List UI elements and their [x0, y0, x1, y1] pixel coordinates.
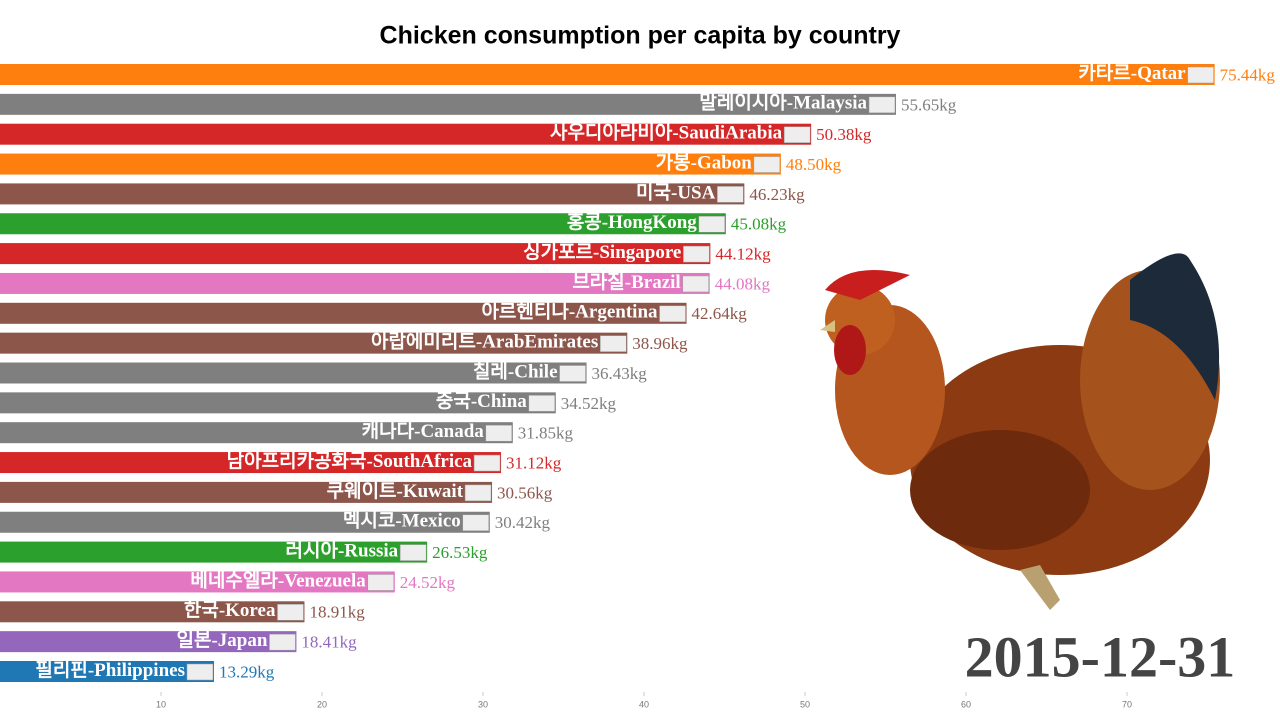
value-label: 50.38kg: [816, 125, 872, 144]
bar: [0, 481, 493, 503]
flag: [528, 395, 556, 412]
flag: [600, 335, 627, 352]
value-label: 45.08kg: [731, 215, 787, 234]
bar-label: 러시아-Russia: [286, 539, 399, 561]
bar-label: 필리핀-Philippines: [35, 659, 185, 681]
bar-label: 아르헨티나-Argentina: [481, 301, 658, 323]
flag: [682, 275, 709, 293]
flag: [186, 663, 214, 681]
flag: [269, 633, 296, 651]
bar-label: 캐나다-Canada: [362, 420, 485, 442]
x-tick-label: 50: [800, 699, 810, 709]
bar-label: 칠레-Chile: [473, 360, 558, 382]
bar: [0, 541, 428, 563]
bar: [0, 392, 556, 414]
value-label: 46.23kg: [749, 185, 805, 204]
bar: [0, 422, 513, 444]
value-label: 31.12kg: [506, 453, 562, 472]
value-label: 36.43kg: [592, 364, 648, 383]
flag: [1187, 66, 1214, 84]
flag: [717, 186, 744, 203]
bar: [0, 213, 726, 235]
bar-label: 쿠웨이트-Kuwait: [327, 480, 464, 502]
flag: [868, 96, 896, 114]
value-label: 26.53kg: [432, 543, 488, 562]
x-tick-label: 70: [1122, 699, 1132, 709]
bar: [0, 243, 711, 265]
bar-label: 일본-Japan: [176, 629, 267, 651]
bar-label: 한국-Korea: [184, 599, 276, 621]
bar: [0, 452, 502, 474]
flag: [683, 245, 710, 263]
flag: [698, 216, 726, 233]
value-label: 24.52kg: [400, 573, 456, 592]
flag: [753, 156, 781, 173]
x-tick-label: 30: [478, 699, 488, 709]
flag: [462, 514, 490, 531]
bar-label: 말레이시아-Malaysia: [699, 92, 867, 114]
bar: [0, 571, 395, 593]
flag: [277, 604, 304, 621]
bar-label: 중국-China: [436, 391, 527, 412]
flag: [367, 574, 395, 591]
bar: [0, 332, 628, 354]
bar-label: 아랍에미리트-ArabEmirates: [371, 331, 598, 353]
bar-label: 싱가포르-Singapore: [523, 241, 681, 263]
value-label: 44.12kg: [715, 245, 771, 264]
bar-label: 홍콩-HongKong: [567, 210, 697, 233]
bar: [0, 511, 490, 533]
bar: [0, 64, 1215, 85]
value-label: 18.91kg: [309, 603, 365, 622]
bar-label: 남아프리카공화국-SouthAfrica: [227, 450, 473, 472]
bar: [0, 153, 781, 175]
value-label: 42.64kg: [692, 304, 748, 323]
value-label: 30.56kg: [497, 483, 553, 502]
bar: [0, 302, 687, 324]
date-label: 2015-12-31: [965, 624, 1236, 689]
value-label: 38.96kg: [632, 334, 688, 353]
flag: [783, 126, 811, 143]
bar: [0, 601, 305, 623]
flag: [485, 424, 513, 442]
value-label: 44.08kg: [715, 274, 771, 293]
value-label: 30.42kg: [495, 513, 551, 532]
x-tick-label: 60: [961, 699, 971, 709]
value-label: 34.52kg: [561, 394, 617, 413]
bar: [0, 631, 297, 653]
bar: [0, 123, 812, 145]
flag: [473, 454, 501, 472]
bar: [0, 362, 587, 384]
bar: [0, 183, 745, 205]
value-label: 13.29kg: [219, 662, 275, 681]
bar-label: 미국-USA: [636, 181, 716, 203]
x-tick-label: 40: [639, 699, 649, 709]
value-label: 55.65kg: [901, 95, 957, 114]
bar: [0, 661, 214, 682]
x-tick-label: 10: [156, 699, 166, 709]
flag: [559, 365, 586, 382]
bar-label: 베네수엘라-Venezuela: [190, 569, 366, 591]
x-tick-label: 20: [317, 699, 327, 709]
value-label: 48.50kg: [786, 155, 842, 174]
rooster-illustration: [820, 253, 1220, 610]
bar-label: 카타르-Qatar: [1078, 62, 1186, 84]
chart-title: Chicken consumption per capita by countr…: [380, 22, 901, 50]
value-label: 31.85kg: [518, 424, 574, 443]
bar-label: 브라질-Brazil: [572, 271, 680, 293]
value-label: 18.41kg: [301, 633, 357, 652]
bar-label: 가봉-Gabon: [656, 151, 753, 173]
bar: [0, 93, 896, 115]
flag: [659, 305, 686, 323]
bar-label: 멕시코-Mexico: [343, 510, 461, 532]
bar-label: 사우디아라비아-SaudiArabia: [550, 122, 783, 144]
bar: [0, 272, 710, 294]
value-label: 75.44kg: [1220, 65, 1276, 84]
flag: [399, 544, 427, 561]
flag: [464, 484, 492, 502]
